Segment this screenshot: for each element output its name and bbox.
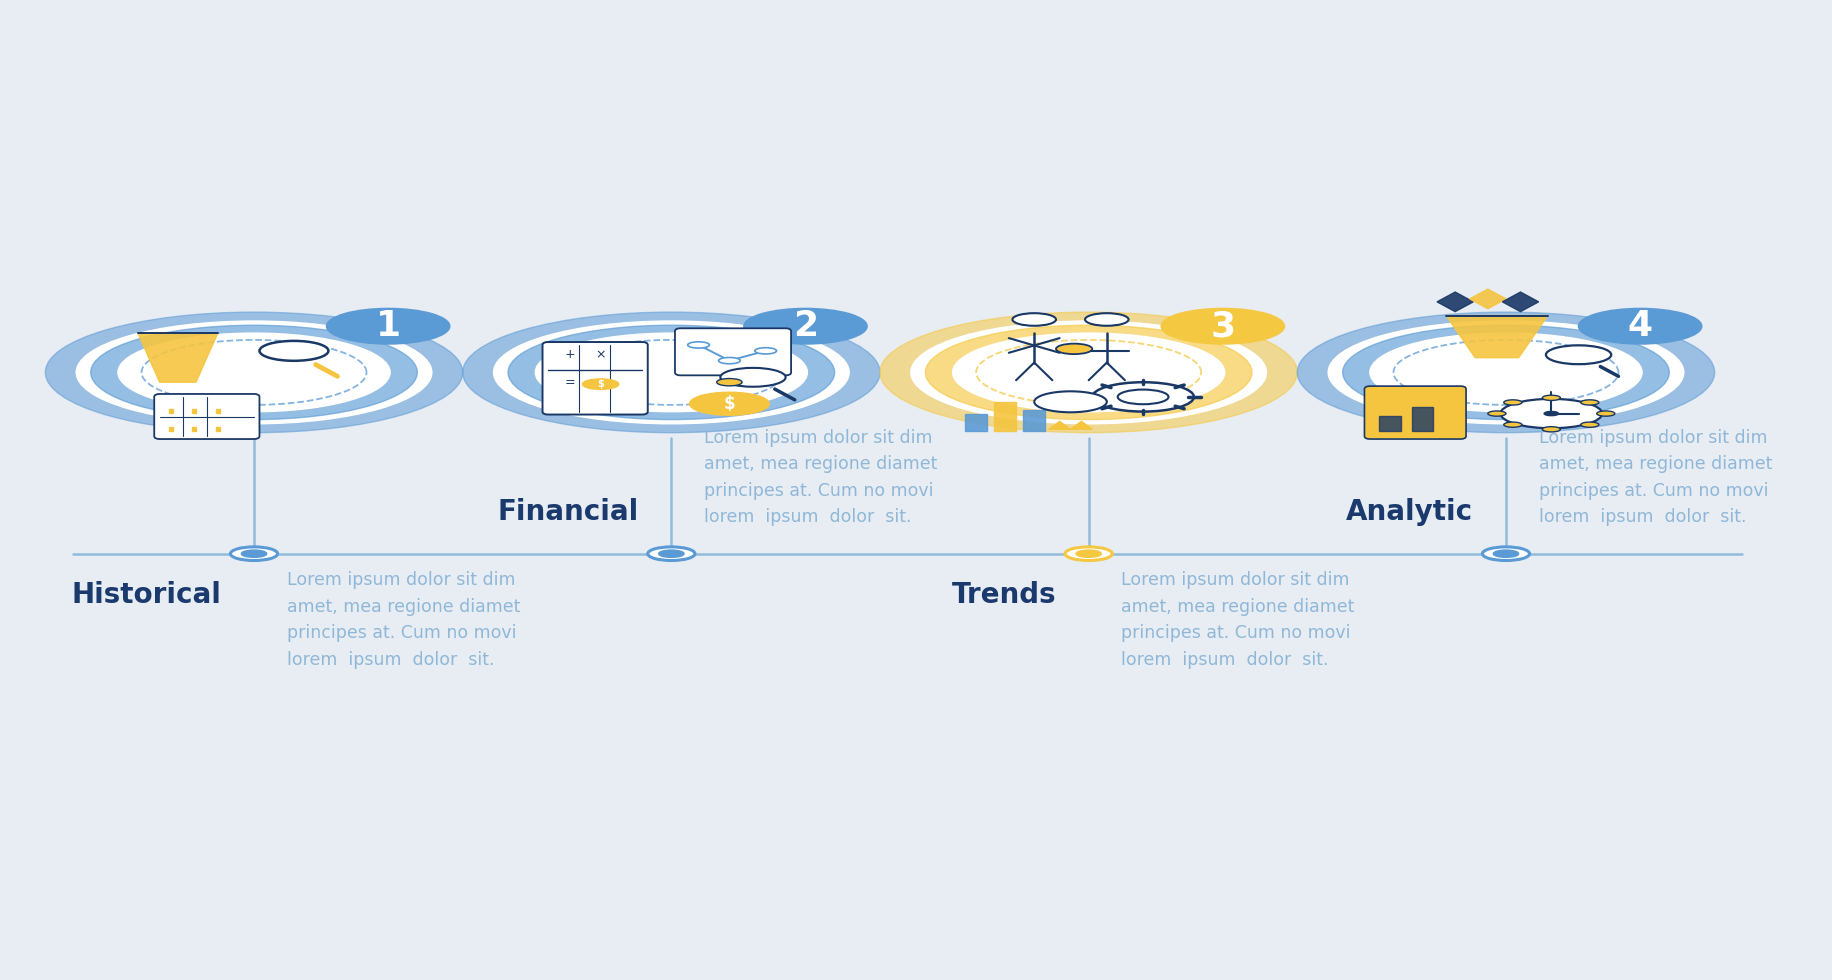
Ellipse shape: [1500, 399, 1603, 428]
Text: 2: 2: [793, 310, 819, 343]
FancyBboxPatch shape: [542, 342, 649, 415]
Ellipse shape: [687, 342, 709, 348]
Ellipse shape: [718, 358, 740, 364]
Polygon shape: [1502, 292, 1539, 312]
Polygon shape: [1469, 289, 1506, 309]
Ellipse shape: [1075, 550, 1101, 558]
Ellipse shape: [507, 325, 835, 419]
Text: Trends: Trends: [951, 581, 1055, 610]
Ellipse shape: [1085, 314, 1129, 325]
Ellipse shape: [1543, 395, 1561, 401]
Text: Lorem ipsum dolor sit dim
amet, mea regione diamet
principes at. Cum no movi
lor: Lorem ipsum dolor sit dim amet, mea regi…: [286, 571, 520, 668]
Ellipse shape: [925, 325, 1251, 419]
Text: Lorem ipsum dolor sit dim
amet, mea regione diamet
principes at. Cum no movi
lor: Lorem ipsum dolor sit dim amet, mea regi…: [1539, 429, 1772, 526]
Ellipse shape: [911, 321, 1266, 423]
Text: 1: 1: [376, 310, 401, 343]
Ellipse shape: [1328, 321, 1684, 423]
Ellipse shape: [879, 312, 1297, 433]
FancyBboxPatch shape: [1365, 386, 1466, 439]
Ellipse shape: [1504, 400, 1522, 405]
Ellipse shape: [1581, 400, 1599, 405]
Ellipse shape: [689, 392, 769, 416]
Ellipse shape: [1581, 422, 1599, 427]
Polygon shape: [965, 414, 987, 431]
Text: Historical: Historical: [71, 581, 222, 610]
Text: ×: ×: [595, 348, 606, 362]
Text: +: +: [564, 348, 575, 362]
Text: Analytic: Analytic: [1347, 498, 1473, 526]
Polygon shape: [1412, 407, 1433, 431]
Ellipse shape: [326, 309, 451, 344]
Ellipse shape: [1482, 547, 1530, 561]
Ellipse shape: [493, 321, 850, 423]
Polygon shape: [995, 402, 1017, 431]
Ellipse shape: [535, 333, 808, 412]
Ellipse shape: [1161, 309, 1284, 344]
Ellipse shape: [92, 325, 418, 419]
Ellipse shape: [77, 321, 432, 423]
Ellipse shape: [1544, 412, 1559, 416]
Polygon shape: [1445, 316, 1548, 358]
Polygon shape: [1070, 421, 1092, 429]
Ellipse shape: [1343, 325, 1669, 419]
Ellipse shape: [242, 550, 267, 558]
Ellipse shape: [1543, 426, 1561, 432]
Text: $: $: [724, 395, 735, 413]
FancyBboxPatch shape: [674, 328, 791, 375]
Ellipse shape: [953, 333, 1226, 412]
Text: =: =: [564, 375, 575, 389]
Ellipse shape: [649, 547, 694, 561]
Ellipse shape: [1297, 312, 1715, 433]
Ellipse shape: [1504, 422, 1522, 427]
Ellipse shape: [1598, 411, 1614, 416]
Polygon shape: [137, 333, 218, 382]
Polygon shape: [1024, 410, 1044, 431]
Ellipse shape: [1013, 314, 1055, 325]
Ellipse shape: [260, 341, 328, 361]
Ellipse shape: [660, 550, 683, 558]
Ellipse shape: [1546, 345, 1610, 365]
Ellipse shape: [46, 312, 463, 433]
Ellipse shape: [583, 379, 619, 389]
Ellipse shape: [117, 333, 390, 412]
Polygon shape: [1048, 421, 1070, 429]
Ellipse shape: [1118, 390, 1169, 404]
Ellipse shape: [1055, 344, 1092, 354]
Ellipse shape: [1493, 550, 1519, 558]
Ellipse shape: [716, 378, 742, 386]
Ellipse shape: [755, 348, 777, 354]
Ellipse shape: [231, 547, 278, 561]
Text: 3: 3: [1211, 310, 1235, 343]
Ellipse shape: [1092, 382, 1194, 412]
Text: Financial: Financial: [498, 498, 639, 526]
Polygon shape: [1379, 416, 1401, 431]
Ellipse shape: [1579, 309, 1702, 344]
Ellipse shape: [1488, 411, 1506, 416]
Ellipse shape: [720, 368, 786, 387]
Ellipse shape: [463, 312, 879, 433]
Text: Lorem ipsum dolor sit dim
amet, mea regione diamet
principes at. Cum no movi
lor: Lorem ipsum dolor sit dim amet, mea regi…: [703, 429, 938, 526]
Text: Lorem ipsum dolor sit dim
amet, mea regione diamet
principes at. Cum no movi
lor: Lorem ipsum dolor sit dim amet, mea regi…: [1121, 571, 1354, 668]
Ellipse shape: [744, 309, 867, 344]
Ellipse shape: [1035, 391, 1107, 413]
FancyBboxPatch shape: [154, 394, 260, 439]
Text: 4: 4: [1627, 310, 1652, 343]
Ellipse shape: [1064, 547, 1112, 561]
Ellipse shape: [1370, 333, 1641, 412]
Polygon shape: [1436, 292, 1473, 312]
Text: $: $: [597, 379, 605, 389]
